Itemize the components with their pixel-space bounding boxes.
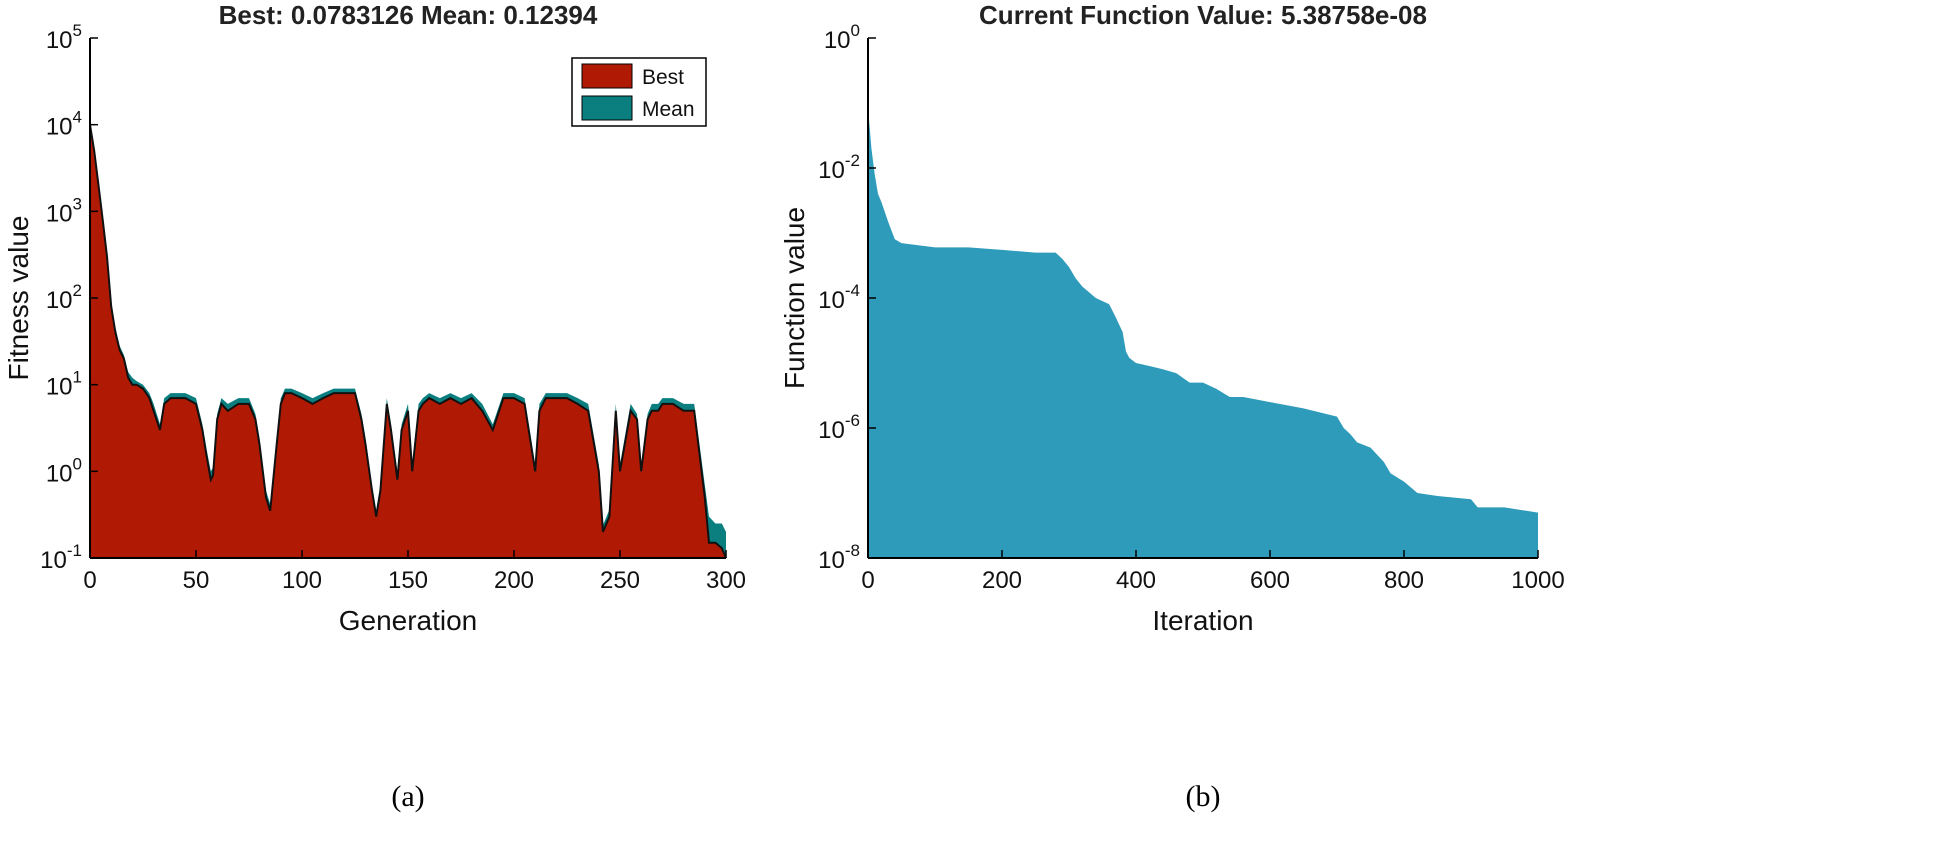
chart-b-x-tick-label: 600 (1250, 567, 1290, 594)
chart-b-x-tick-label: 200 (982, 567, 1022, 594)
chart-b-x-label: Iteration (1152, 605, 1253, 636)
chart-a-y-label: Fitness value (3, 216, 34, 381)
chart-b-y-tick-label: 10-2 (818, 151, 860, 184)
chart-b-series-area-0 (868, 109, 1538, 559)
chart-a-title: Best: 0.0783126 Mean: 0.12394 (219, 0, 598, 30)
chart-b-x-tick-label: 800 (1384, 567, 1424, 594)
chart-a-y-tick-label: 105 (46, 21, 82, 54)
chart-b-x-tick-label: 1000 (1511, 567, 1564, 594)
legend-label-mean: Mean (642, 98, 695, 121)
chart-a-x-tick-label: 50 (183, 567, 210, 594)
legend-swatch-mean (581, 95, 633, 121)
chart-a-series-layer (89, 121, 727, 559)
chart-b-x-tick-label: 400 (1116, 567, 1156, 594)
chart-a-x-tick-label: 300 (706, 567, 746, 594)
chart-b-x-tick-label: 0 (861, 567, 874, 594)
chart-a-y-tick-label: 101 (46, 368, 82, 401)
legend-swatch-best (581, 63, 633, 89)
chart-a-y-tick-label: 100 (46, 454, 82, 487)
chart-a-ticks: 0 50 100 150 200 250 300 10-1 100 101 102 103 104 105 (40, 21, 746, 594)
chart-a-y-tick-label: 103 (46, 194, 82, 227)
chart-b-y-tick-label: 10-8 (818, 541, 860, 574)
chart-b-y-tick-label: 10-4 (818, 281, 860, 314)
chart-b-title: Current Function Value: 5.38758e-08 (979, 0, 1427, 30)
chart-a-x-tick-label: 0 (83, 567, 96, 594)
chart-b-series-layer (868, 109, 1538, 559)
chart-b-y-tick-label: 10-6 (818, 411, 860, 444)
chart-a-x-tick-label: 250 (600, 567, 640, 594)
chart-a-x-tick-label: 200 (494, 567, 534, 594)
chart-a-x-tick-label: 150 (388, 567, 428, 594)
chart-a: Best: 0.0783126 Mean: 0.12394 0 50 100 150 2… (3, 0, 746, 813)
chart-a-series-area-0 (90, 124, 726, 558)
chart-b: Current Function Value: 5.38758e-08 0 200… (779, 0, 1565, 813)
chart-a-legend: Best Mean (571, 57, 707, 127)
chart-a-y-tick-label: 104 (46, 108, 82, 141)
chart-b-ticks: 0 200 400 600 800 1000 10-8 10-6 10-4 10-2 100 (818, 21, 1565, 594)
chart-a-x-label: Generation (339, 605, 478, 636)
chart-a-y-tick-label: 102 (46, 281, 82, 314)
chart-b-caption: (b) (1186, 780, 1221, 813)
chart-b-y-tick-label: 100 (824, 21, 860, 54)
chart-a-y-tick-label: 10-1 (40, 541, 82, 574)
chart-b-y-label: Function value (779, 207, 810, 389)
chart-a-caption: (a) (391, 780, 424, 813)
legend-label-best: Best (642, 66, 684, 89)
chart-a-series-outline (89, 124, 727, 559)
chart-a-x-tick-label: 100 (282, 567, 322, 594)
